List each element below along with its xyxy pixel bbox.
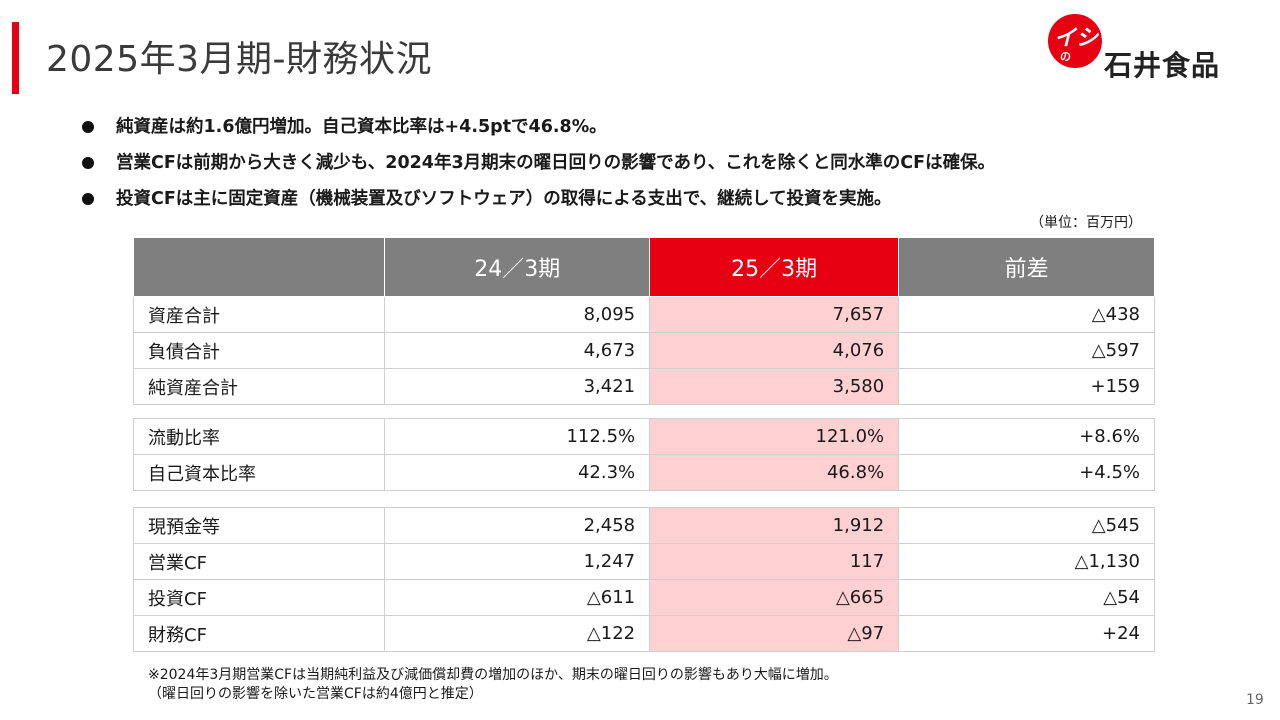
prev-value: △122 bbox=[384, 615, 651, 652]
row-label: 投資CF bbox=[132, 579, 386, 616]
unit-label: （単位：百万円） bbox=[1030, 215, 1142, 231]
current-value: 46.8% bbox=[649, 454, 900, 491]
current-value: 1,912 bbox=[649, 507, 900, 544]
footnote: ※2024年3月期営業CFは当期純利益及び減価償却費の増加のほか、期末の曜日回り… bbox=[148, 666, 838, 704]
cashflow-table: 現預金等 2,458 1,912 △545 営業CF 1,247 117 △1,… bbox=[132, 507, 1155, 652]
prev-value: 8,095 bbox=[384, 296, 651, 333]
table-row: 営業CF 1,247 117 △1,130 bbox=[132, 543, 1155, 580]
header-current-year: 25／3期 bbox=[649, 237, 900, 297]
bullet-item: 純資産は約1.6億円増加。自己資本比率は+4.5ptで46.8%。 bbox=[82, 112, 995, 148]
current-value: 4,076 bbox=[649, 332, 900, 369]
diff-value: △438 bbox=[898, 296, 1155, 333]
row-label: 純資産合計 bbox=[132, 368, 386, 405]
current-value: △665 bbox=[649, 579, 900, 616]
diff-value: +8.6% bbox=[898, 418, 1155, 455]
table-row: 資産合計 8,095 7,657 △438 bbox=[132, 296, 1155, 333]
table-row: 負債合計 4,673 4,076 △597 bbox=[132, 332, 1155, 369]
row-label: 自己資本比率 bbox=[132, 454, 386, 491]
header-prev-year: 24／3期 bbox=[384, 237, 651, 297]
ratio-table: 流動比率 112.5% 121.0% +8.6% 自己資本比率 42.3% 46… bbox=[132, 418, 1155, 491]
table-row: 現預金等 2,458 1,912 △545 bbox=[132, 507, 1155, 544]
page-number: 19 bbox=[1246, 692, 1264, 708]
summary-bullets: 純資産は約1.6億円増加。自己資本比率は+4.5ptで46.8%。 営業CFは前… bbox=[82, 112, 995, 220]
prev-value: 4,673 bbox=[384, 332, 651, 369]
diff-value: +24 bbox=[898, 615, 1155, 652]
table-row: 流動比率 112.5% 121.0% +8.6% bbox=[132, 418, 1155, 455]
header-diff: 前差 bbox=[898, 237, 1155, 297]
title-accent-bar bbox=[12, 22, 19, 94]
footnote-line: （曜日回りの影響を除いた営業CFは約4億円と推定） bbox=[148, 686, 483, 702]
current-value: 3,580 bbox=[649, 368, 900, 405]
diff-value: △1,130 bbox=[898, 543, 1155, 580]
row-label: 負債合計 bbox=[132, 332, 386, 369]
row-label: 資産合計 bbox=[132, 296, 386, 333]
prev-value: 2,458 bbox=[384, 507, 651, 544]
page-title: 2025年3月期-財務状況 bbox=[46, 39, 433, 80]
logo-mark bbox=[1048, 14, 1102, 68]
current-value: 117 bbox=[649, 543, 900, 580]
row-label: 財務CF bbox=[132, 615, 386, 652]
diff-value: +4.5% bbox=[898, 454, 1155, 491]
prev-value: 1,247 bbox=[384, 543, 651, 580]
prev-value: 112.5% bbox=[384, 418, 651, 455]
diff-value: △545 bbox=[898, 507, 1155, 544]
table-row: 自己資本比率 42.3% 46.8% +4.5% bbox=[132, 454, 1155, 491]
balance-table: 24／3期 25／3期 前差 資産合計 8,095 7,657 △438 負債合… bbox=[132, 237, 1155, 405]
table-row: 投資CF △611 △665 △54 bbox=[132, 579, 1155, 616]
prev-value: △611 bbox=[384, 579, 651, 616]
header-blank-cell bbox=[132, 237, 386, 297]
company-logo: イシイ の 石井食品 bbox=[1048, 14, 1268, 84]
current-value: △97 bbox=[649, 615, 900, 652]
diff-value: +159 bbox=[898, 368, 1155, 405]
row-label: 現預金等 bbox=[132, 507, 386, 544]
diff-value: △597 bbox=[898, 332, 1155, 369]
footnote-line: ※2024年3月期営業CFは当期純利益及び減価償却費の増加のほか、期末の曜日回り… bbox=[148, 667, 838, 683]
row-label: 流動比率 bbox=[132, 418, 386, 455]
bullet-item: 営業CFは前期から大きく減少も、2024年3月期末の曜日回りの影響であり、これを… bbox=[82, 148, 995, 184]
table-row: 純資産合計 3,421 3,580 +159 bbox=[132, 368, 1155, 405]
prev-value: 3,421 bbox=[384, 368, 651, 405]
table-header-row: 24／3期 25／3期 前差 bbox=[132, 237, 1155, 297]
logo-company-name: 石井食品 bbox=[1104, 49, 1221, 82]
logo-no-text: の bbox=[1060, 50, 1071, 63]
logo-script-text: イシイ bbox=[1054, 26, 1121, 51]
current-value: 7,657 bbox=[649, 296, 900, 333]
prev-value: 42.3% bbox=[384, 454, 651, 491]
current-value: 121.0% bbox=[649, 418, 900, 455]
table-row: 財務CF △122 △97 +24 bbox=[132, 615, 1155, 652]
diff-value: △54 bbox=[898, 579, 1155, 616]
bullet-item: 投資CFは主に固定資産（機械装置及びソフトウェア）の取得による支出で、継続して投… bbox=[82, 184, 995, 220]
row-label: 営業CF bbox=[132, 543, 386, 580]
